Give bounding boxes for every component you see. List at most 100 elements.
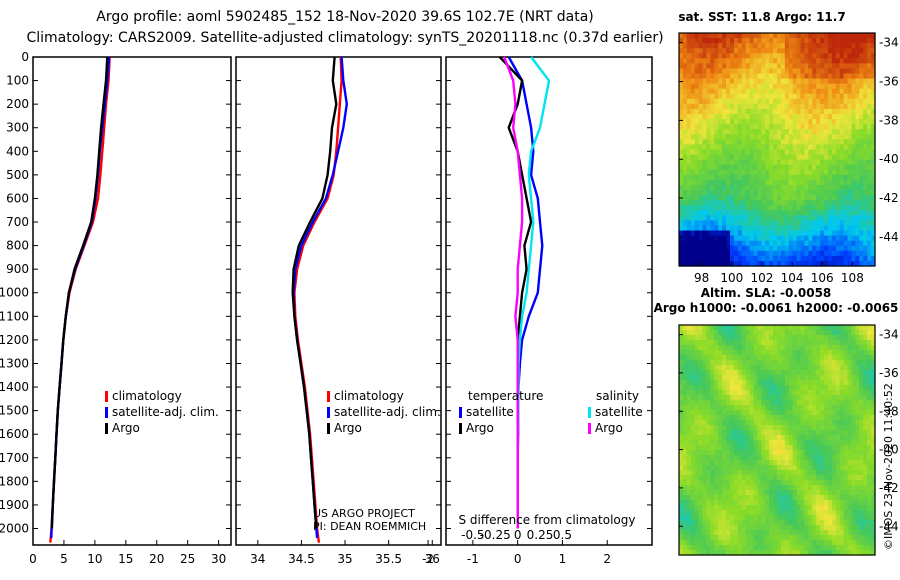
map-y-tick-label: -40: [879, 152, 899, 166]
map-cell: [710, 340, 715, 346]
map-cell: [761, 490, 766, 496]
map-cell: [871, 230, 876, 237]
map-cell: [741, 205, 747, 211]
map-cell: [804, 450, 809, 456]
map-cell: [796, 420, 802, 426]
map-cell: [867, 245, 872, 252]
map-cell: [749, 420, 755, 426]
map-cell: [769, 124, 774, 130]
map-cell: [871, 43, 876, 49]
map-cell: [863, 340, 868, 346]
map-cell: [698, 375, 704, 381]
map-cell: [745, 325, 751, 331]
map-cell: [859, 230, 864, 237]
map-cell: [843, 179, 849, 186]
map-cell: [788, 550, 794, 556]
map-cell: [682, 215, 688, 222]
map-cell: [710, 164, 715, 171]
map-cell: [835, 184, 841, 191]
map-cell: [777, 420, 782, 426]
x-tick-label: -1: [467, 552, 479, 566]
map-cell: [777, 470, 782, 476]
map-cell: [753, 330, 758, 336]
map-cell: [706, 355, 711, 361]
map-cell: [726, 450, 731, 456]
map-cell: [698, 340, 704, 346]
map-cell: [827, 505, 833, 511]
map-cell: [733, 420, 739, 426]
map-cell: [796, 435, 802, 441]
map-cell: [859, 78, 864, 85]
map-cell: [800, 63, 806, 70]
map-cell: [812, 179, 817, 186]
map-cell: [851, 380, 856, 386]
map-cell: [686, 88, 692, 95]
map-cell: [733, 530, 739, 536]
map-cell: [780, 38, 786, 44]
map-cell: [679, 325, 684, 331]
map-cell: [690, 144, 696, 151]
map-cell: [733, 215, 739, 222]
map-cell: [694, 540, 700, 546]
map-cell: [820, 330, 825, 336]
map-cell: [753, 174, 758, 181]
map-cell: [694, 159, 700, 166]
map-cell: [863, 435, 868, 441]
map-cell: [749, 370, 755, 376]
map-cell: [679, 154, 684, 161]
map-cell: [741, 340, 747, 346]
map-cell: [733, 108, 739, 115]
map-cell: [788, 73, 794, 80]
map-cell: [745, 415, 751, 421]
map-cell: [686, 250, 692, 257]
map-cell: [816, 345, 821, 351]
map-cell: [851, 190, 856, 196]
map-cell: [761, 420, 766, 426]
map-cell: [777, 390, 782, 396]
map-cell: [847, 129, 853, 135]
map-cell: [726, 390, 731, 396]
map-cell: [726, 455, 731, 461]
map-cell: [827, 195, 833, 201]
map-cell: [780, 255, 786, 262]
map-cell: [765, 400, 770, 406]
map-cell: [867, 53, 872, 59]
map-cell: [706, 43, 711, 49]
map-cell: [714, 225, 719, 232]
map-cell: [863, 93, 868, 100]
map-cell: [679, 144, 684, 151]
map-cell: [753, 445, 758, 451]
map-cell: [729, 255, 735, 262]
map-cell: [835, 43, 841, 49]
map-cell: [808, 540, 813, 546]
map-cell: [718, 63, 723, 70]
map-cell: [820, 480, 825, 486]
credit-pi: PI: DEAN ROEMMICH: [313, 520, 426, 533]
map-cell: [867, 550, 872, 556]
map-cell: [737, 380, 743, 386]
map-cell: [788, 410, 794, 416]
map-cell: [835, 480, 841, 486]
map-cell: [741, 540, 747, 546]
map-cell: [780, 385, 786, 391]
map-cell: [855, 505, 860, 511]
map-cell: [714, 415, 719, 421]
map-cell: [804, 425, 809, 431]
map-cell: [745, 78, 751, 85]
map-cell: [726, 58, 731, 64]
map-cell: [780, 485, 786, 491]
map-cell: [788, 405, 794, 411]
map-cell: [765, 210, 770, 216]
map-cell: [863, 164, 868, 171]
map-cell: [796, 93, 802, 100]
map-cell: [753, 210, 758, 216]
map-cell: [863, 38, 868, 44]
map-cell: [745, 535, 751, 541]
plot-frame: [235, 56, 442, 546]
map-cell: [839, 205, 845, 211]
map-cell: [835, 380, 841, 386]
map-cell: [855, 370, 860, 376]
map-cell: [706, 184, 711, 191]
map-cell: [855, 520, 860, 526]
map-cell: [694, 139, 700, 146]
